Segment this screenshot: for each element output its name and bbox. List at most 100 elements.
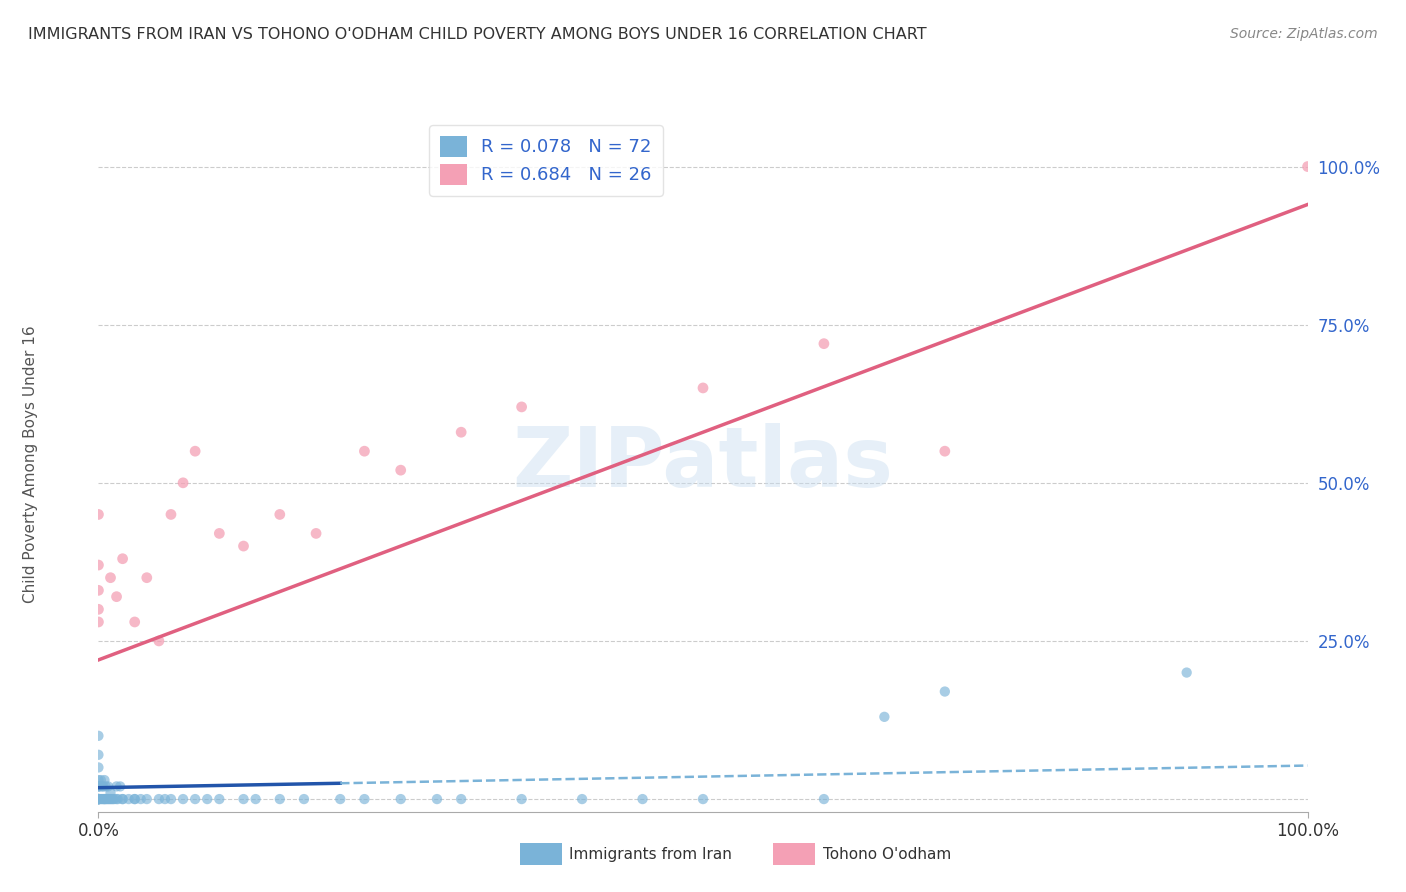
Point [148, 634, 170, 648]
Point [571, 792, 593, 806]
Point [269, 508, 291, 522]
Point [426, 792, 449, 806]
Point [172, 475, 194, 490]
Point [813, 336, 835, 351]
Point [87, 792, 110, 806]
Point [245, 792, 267, 806]
Point [87, 780, 110, 794]
Text: Source: ZipAtlas.com: Source: ZipAtlas.com [1230, 27, 1378, 41]
Point [934, 684, 956, 698]
Point [103, 792, 125, 806]
Point [93, 792, 115, 806]
Point [87, 792, 110, 806]
Point [98, 792, 121, 806]
Point [105, 780, 128, 794]
Point [100, 571, 122, 585]
Point [105, 590, 128, 604]
Point [124, 792, 146, 806]
Point [153, 792, 176, 806]
Point [94, 792, 117, 806]
Text: IMMIGRANTS FROM IRAN VS TOHONO O'ODHAM CHILD POVERTY AMONG BOYS UNDER 16 CORRELA: IMMIGRANTS FROM IRAN VS TOHONO O'ODHAM C… [28, 27, 927, 42]
Point [135, 571, 157, 585]
Point [87, 773, 110, 788]
Point [111, 792, 134, 806]
Text: Child Poverty Among Boys Under 16: Child Poverty Among Boys Under 16 [24, 325, 38, 603]
Point [510, 400, 533, 414]
Point [160, 792, 183, 806]
Point [91, 792, 114, 806]
Point [87, 615, 110, 629]
Text: ZIPatlas: ZIPatlas [513, 424, 893, 504]
Point [160, 508, 183, 522]
Point [1296, 160, 1319, 174]
Point [292, 792, 315, 806]
Point [89, 780, 111, 794]
Point [87, 747, 110, 762]
Text: Immigrants from Iran: Immigrants from Iran [569, 847, 733, 862]
Point [107, 792, 129, 806]
Point [100, 786, 122, 800]
Point [90, 773, 112, 788]
Point [93, 792, 115, 806]
Point [353, 444, 375, 458]
Point [100, 792, 122, 806]
Point [305, 526, 328, 541]
Text: Tohono O'odham: Tohono O'odham [823, 847, 950, 862]
Point [195, 792, 218, 806]
Point [87, 792, 110, 806]
Point [87, 583, 110, 598]
Point [89, 792, 111, 806]
Point [329, 792, 352, 806]
Point [184, 444, 207, 458]
Legend: R = 0.078   N = 72, R = 0.684   N = 26: R = 0.078 N = 72, R = 0.684 N = 26 [429, 125, 662, 195]
Point [91, 792, 114, 806]
Point [87, 508, 110, 522]
Point [105, 792, 128, 806]
Point [94, 780, 117, 794]
Point [232, 539, 254, 553]
Point [450, 792, 472, 806]
Point [873, 710, 896, 724]
Point [87, 792, 110, 806]
Point [91, 780, 114, 794]
Point [450, 425, 472, 440]
Point [87, 792, 110, 806]
Point [353, 792, 375, 806]
Point [108, 780, 131, 794]
Point [692, 792, 714, 806]
Point [100, 792, 122, 806]
Point [135, 792, 157, 806]
Point [111, 792, 134, 806]
Point [96, 792, 118, 806]
Point [97, 792, 120, 806]
Point [90, 792, 112, 806]
Point [97, 780, 120, 794]
Point [692, 381, 714, 395]
Point [148, 792, 170, 806]
Point [93, 773, 115, 788]
Point [172, 792, 194, 806]
Point [1175, 665, 1198, 680]
Point [934, 444, 956, 458]
Point [87, 792, 110, 806]
Point [124, 615, 146, 629]
Point [813, 792, 835, 806]
Point [124, 792, 146, 806]
Point [389, 792, 412, 806]
Point [118, 792, 141, 806]
Point [91, 780, 114, 794]
Point [184, 792, 207, 806]
Point [208, 792, 231, 806]
Point [101, 792, 124, 806]
Point [87, 792, 110, 806]
Point [129, 792, 152, 806]
Point [87, 792, 110, 806]
Point [87, 602, 110, 616]
Point [269, 792, 291, 806]
Point [232, 792, 254, 806]
Point [208, 526, 231, 541]
Point [87, 760, 110, 774]
Point [631, 792, 654, 806]
Point [87, 792, 110, 806]
Point [510, 792, 533, 806]
